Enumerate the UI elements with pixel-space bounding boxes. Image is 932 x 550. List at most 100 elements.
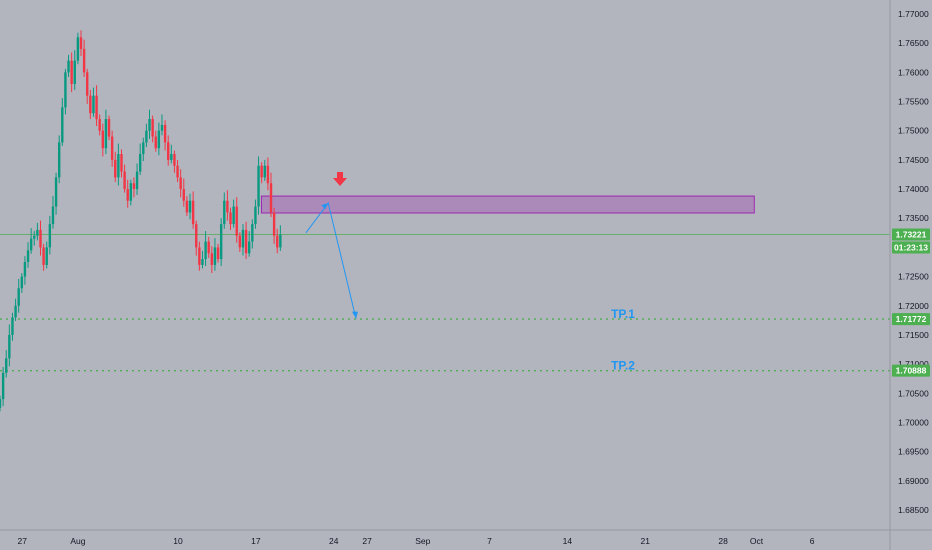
candle-body	[107, 119, 111, 137]
time-tick-label: Sep	[415, 536, 430, 546]
candle-body	[276, 235, 279, 248]
candle-body	[179, 177, 182, 190]
tp-level-label: TP.2	[611, 359, 635, 373]
price-tick-label: 1.69500	[898, 447, 929, 457]
candle-body	[226, 200, 229, 213]
candle-body	[210, 253, 214, 265]
candle-body	[244, 229, 248, 254]
candle-body	[101, 130, 104, 149]
price-tick-label: 1.73500	[898, 213, 929, 223]
candle-body	[241, 229, 245, 248]
candle-body	[213, 247, 217, 265]
candle-body	[98, 119, 101, 131]
candle-body	[188, 200, 192, 213]
projection-mid-arrow-icon	[321, 203, 329, 210]
candle-body	[114, 159, 117, 178]
candle-body	[89, 95, 92, 114]
candle-body	[185, 200, 189, 213]
candle-body	[8, 334, 11, 359]
candle-body	[0, 399, 2, 408]
candle-body	[33, 235, 36, 239]
countdown-tag-text: 01:23:13	[894, 243, 928, 253]
candle-body	[260, 165, 263, 178]
candles-layer	[0, 30, 282, 412]
candle-body	[266, 165, 270, 184]
candle-body	[151, 119, 154, 137]
candle-body	[269, 183, 273, 213]
candle-body	[79, 37, 83, 50]
candle-body	[104, 119, 108, 149]
candle-body	[67, 60, 70, 73]
current-price-tag	[892, 228, 930, 241]
time-tick-label: 14	[563, 536, 573, 546]
candle-body	[70, 60, 73, 85]
time-tick-label: 6	[810, 536, 815, 546]
candle-body	[95, 95, 98, 120]
candle-body	[48, 224, 52, 248]
candle-body	[263, 165, 266, 178]
candle-body	[170, 154, 173, 160]
tp-level-label: TP.1	[611, 307, 635, 321]
time-tick-label: Oct	[750, 536, 764, 546]
current-price-tag-text: 1.73221	[896, 230, 927, 240]
price-tick-label: 1.68500	[898, 505, 929, 515]
candle-body	[272, 212, 276, 236]
candle-body	[54, 177, 58, 207]
time-tick-label: 21	[641, 536, 651, 546]
candle-body	[73, 60, 76, 85]
candle-body	[126, 189, 129, 201]
candle-body	[235, 206, 238, 236]
candle-body	[23, 262, 27, 277]
candle-body	[182, 189, 185, 201]
projection-layer	[305, 201, 358, 319]
candle-body	[26, 250, 30, 262]
time-tick-label: 28	[718, 536, 728, 546]
price-tick-label: 1.74500	[898, 155, 929, 165]
candle-body	[223, 200, 226, 225]
candle-body	[39, 229, 42, 248]
candle-body	[232, 206, 235, 225]
candle-body	[157, 130, 161, 149]
time-tick-label: 7	[487, 536, 492, 546]
candle-body	[216, 247, 220, 260]
candle-body	[64, 72, 67, 108]
time-axis-labels: 27 Aug 10 17 24 27 Sep 7 14 21 28 Oct 6	[18, 536, 815, 546]
candle-body	[17, 288, 20, 306]
time-tick-label: 27	[18, 536, 28, 546]
candle-body	[148, 119, 151, 131]
candle-body	[138, 154, 142, 172]
candle-body	[201, 259, 204, 265]
candle-body	[132, 183, 136, 190]
price-tick-label: 1.71500	[898, 330, 929, 340]
candle-body	[142, 142, 145, 155]
tp-price-tag	[892, 313, 930, 326]
tp-price-tag	[892, 364, 930, 377]
candle-body	[42, 247, 45, 265]
tp-price-tag-text: 1.70888	[896, 366, 927, 376]
candle-body	[120, 154, 123, 172]
candle-body	[254, 206, 257, 225]
candle-body	[29, 238, 33, 251]
candle-body	[123, 171, 126, 190]
projection-arrow-head-icon	[352, 311, 358, 319]
candle-body	[163, 124, 167, 143]
candle-body	[160, 124, 164, 131]
candle-body	[57, 142, 61, 178]
candle-body	[45, 247, 48, 265]
price-tick-label: 1.70500	[898, 388, 929, 398]
price-tick-label: 1.72000	[898, 301, 929, 311]
candle-body	[219, 224, 223, 260]
price-tick-label: 1.76500	[898, 38, 929, 48]
candle-body	[51, 206, 55, 225]
candle-body	[238, 235, 242, 248]
price-tick-label: 1.71000	[898, 359, 929, 369]
candle-body	[82, 49, 86, 73]
candle-body	[176, 165, 179, 178]
time-tick-label: 10	[173, 536, 183, 546]
time-tick-label: 24	[329, 536, 339, 546]
supply-zone-rect	[260, 195, 755, 214]
candle-body	[167, 142, 170, 160]
tp-levels-layer: TP.1 TP.2	[0, 234, 890, 373]
